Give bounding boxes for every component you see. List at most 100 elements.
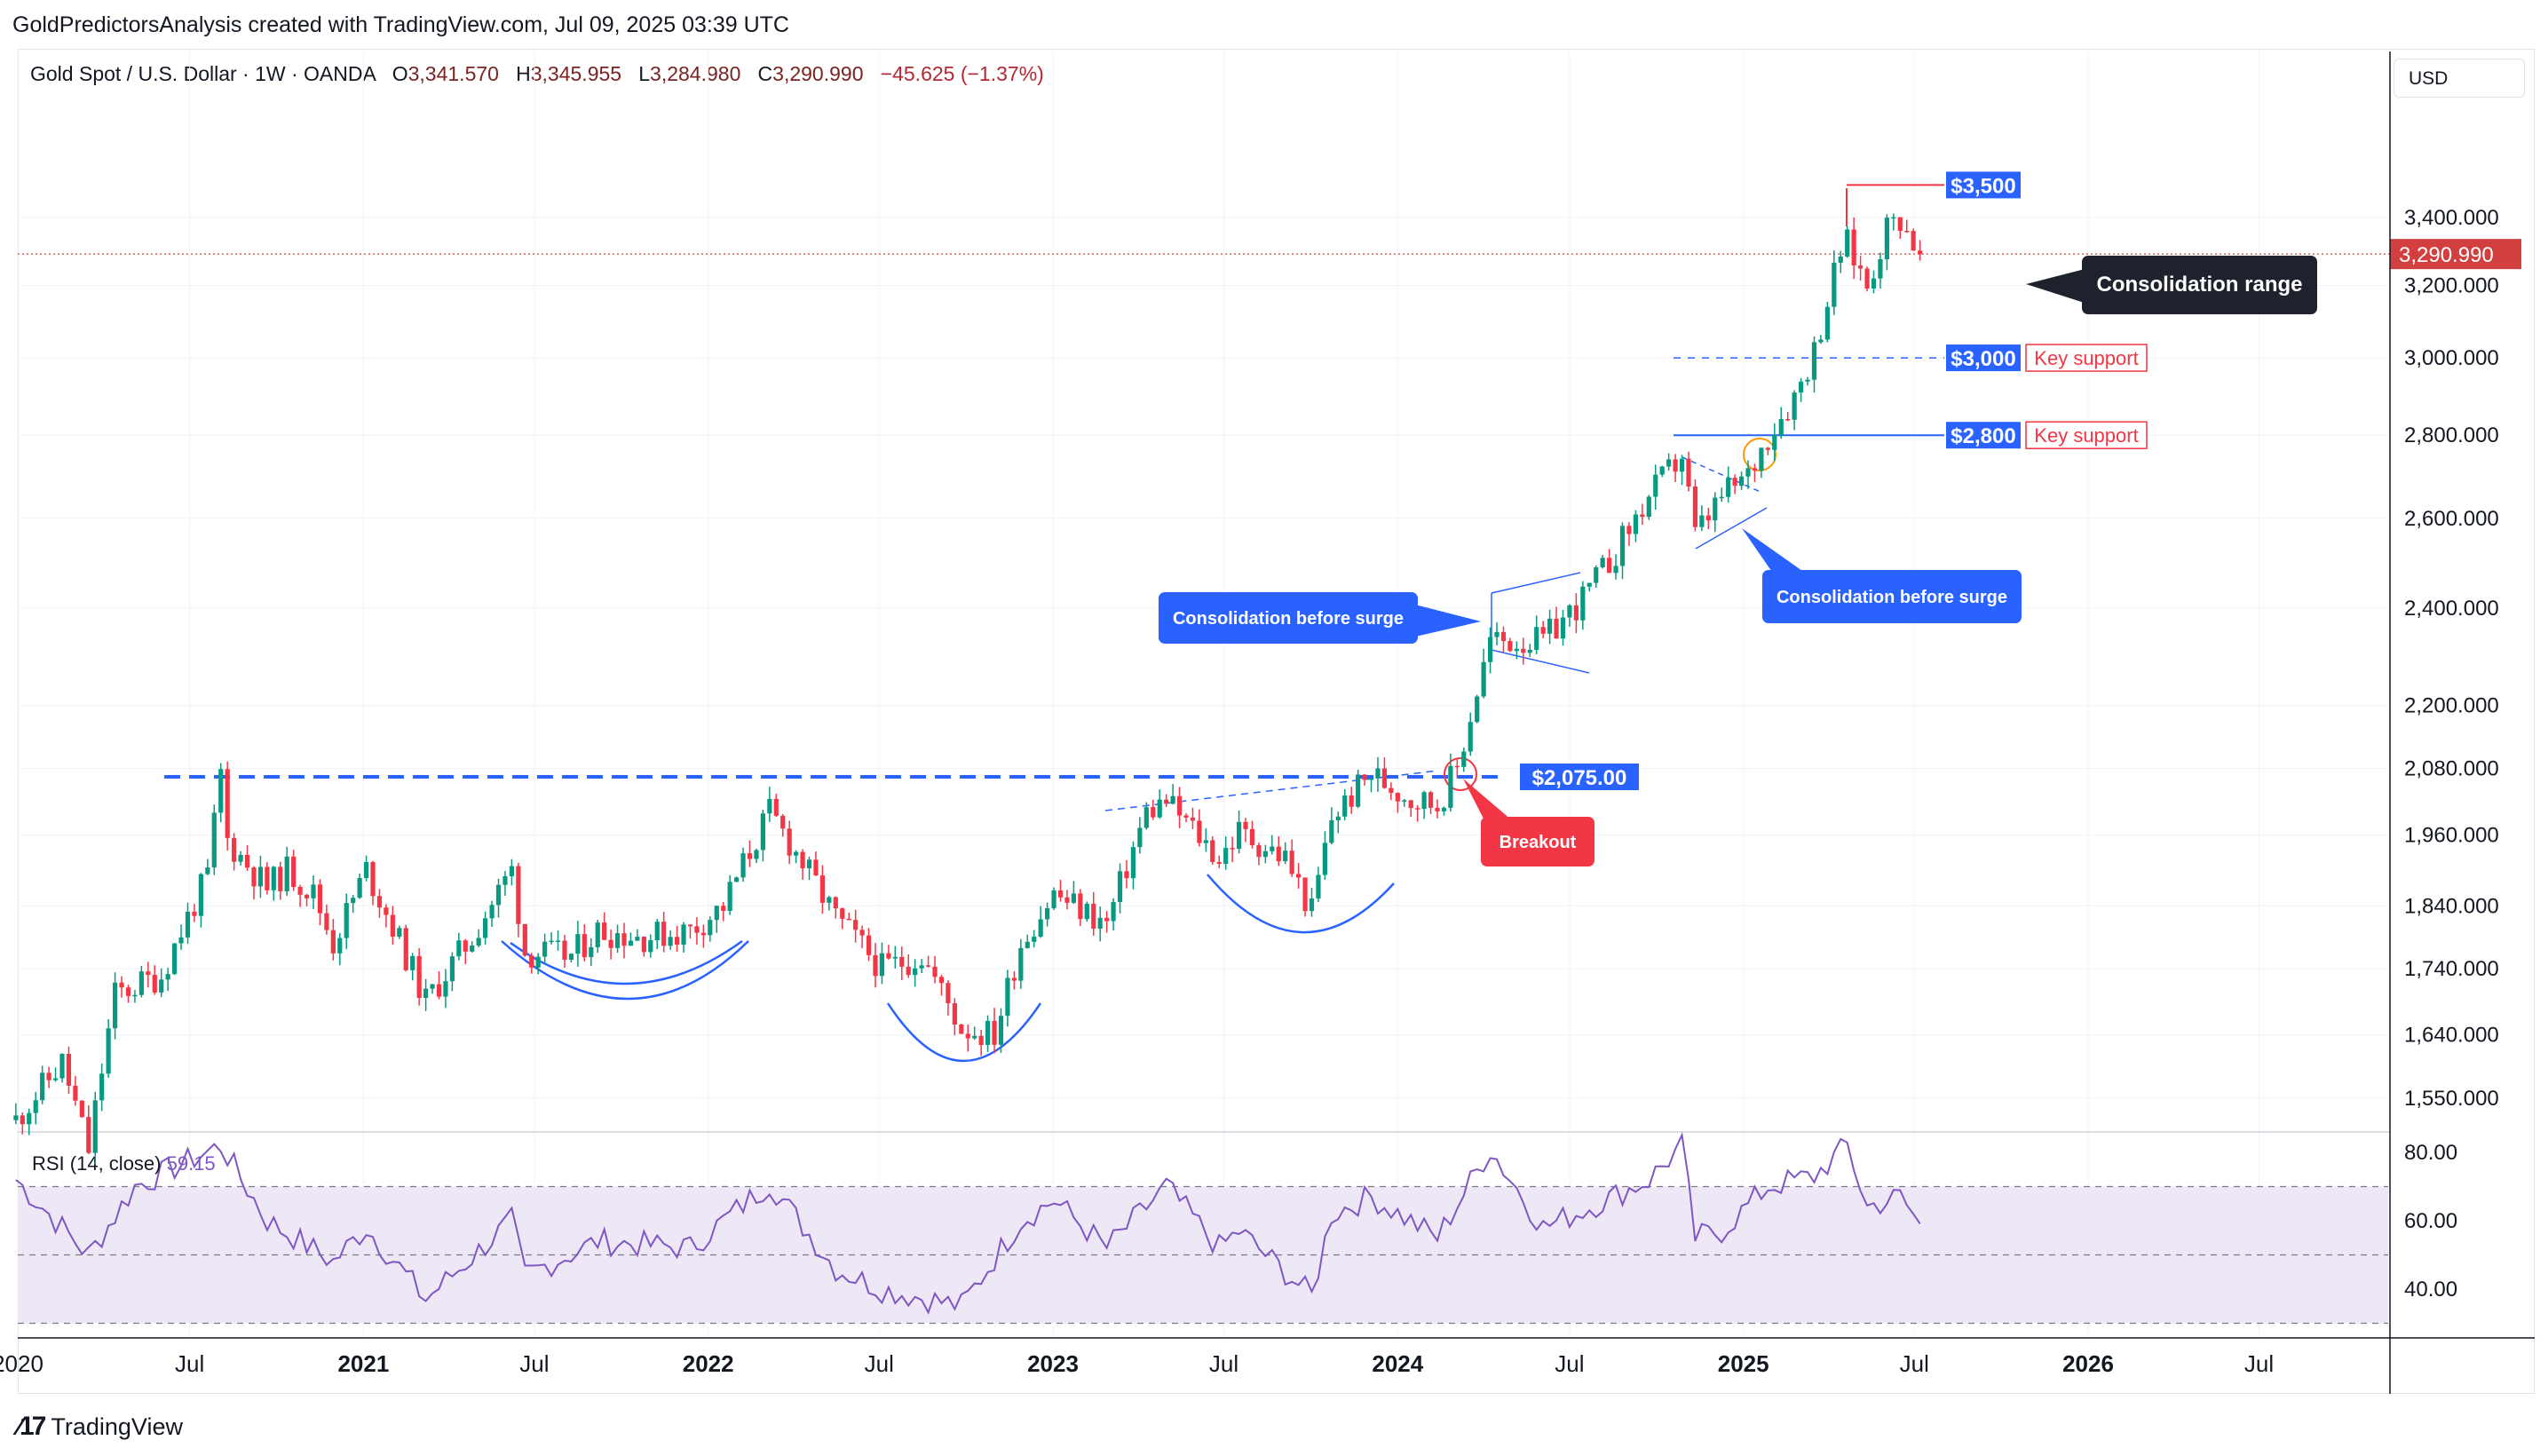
candle [773,794,779,818]
candle [357,873,362,899]
candle [827,895,832,911]
candle [1713,492,1718,533]
candle-body [932,966,938,977]
candle-body [1210,840,1215,862]
candle-body [376,896,383,908]
candle [1580,581,1586,630]
candle-body [502,875,508,885]
candle-body [806,859,812,869]
change-value: −45.625 (−1.37%) [880,62,1044,85]
candle [178,924,184,950]
candle-body [1726,478,1731,497]
candle [1851,217,1856,280]
candle-body [205,867,210,874]
time-tick-label: Jul [1555,1350,1584,1377]
candle [1223,836,1229,870]
price-tick-label: 2,200.000 [2404,694,2499,718]
drawing-shapes [501,438,1776,1063]
candle [138,965,144,998]
rsi-value: 59.15 [167,1152,216,1175]
candle [1600,554,1605,569]
candle [384,904,389,928]
candle [740,847,746,882]
candle [1626,522,1632,546]
key-support-box [2025,421,2148,449]
candle [1726,466,1731,503]
pennant-upper-line [1682,456,1763,494]
candle-body [304,894,310,898]
candle-body [978,1035,984,1045]
candle-body [1137,827,1143,848]
tradingview-logo[interactable]: ⁄17 TradingView [18,1412,183,1442]
candle-body [257,866,264,887]
key-support-box [2025,344,2148,372]
candle-body [476,938,481,946]
candle-body [614,933,621,948]
candle-body [853,920,859,930]
price-tick-label: 2,600.000 [2404,507,2499,531]
candle-body [972,1035,977,1039]
candle-body [946,983,951,1003]
candle [99,1063,105,1112]
candle [436,971,442,1000]
candle [251,866,257,900]
candle [1316,866,1321,903]
candle-body [1117,871,1123,903]
candle [330,919,336,961]
candle-body [1594,566,1599,583]
candle-body [463,940,468,952]
candle-body [33,1100,38,1113]
candle [1719,487,1724,502]
candle [351,894,356,914]
candle [1216,855,1222,868]
candle [1143,802,1149,830]
candle-body [1699,515,1705,527]
candle-body [152,975,157,993]
consolidation-before-surge-callout-2: Consolidation before surge [1742,528,2022,623]
candle [694,917,700,946]
currency-button[interactable]: USD [2394,59,2525,98]
candle [1613,554,1618,580]
time-tick-label: 2022 [683,1350,734,1377]
consolidation-before-surge-callout-1: Consolidation before surge [1159,592,1481,644]
candle [1322,831,1327,880]
candle [542,933,548,965]
candle-body [654,922,660,941]
candle-body [1389,787,1394,794]
candle [859,925,865,949]
candle-body [1673,459,1678,472]
candle-body [1071,893,1077,903]
candle [787,820,792,865]
candle-body [324,913,329,930]
candle [106,1019,111,1078]
candle-body [430,984,435,989]
candle-body [529,955,534,968]
candle [304,893,310,906]
candle [549,932,554,945]
candle [1342,789,1348,820]
candle [317,879,323,926]
candle-body [146,971,151,976]
candle-body [1230,848,1235,850]
candle [430,984,435,994]
candle [1203,827,1208,852]
candle [1091,891,1096,936]
candle-body [1792,392,1797,420]
candle-body [794,851,799,856]
candle [449,952,455,992]
candle [1421,790,1427,819]
candle-body [1653,474,1658,497]
candle [886,945,891,960]
candle [483,911,488,946]
candle-body [522,923,527,956]
rsi-tick-label: 40.00 [2404,1278,2457,1302]
candle [1818,335,1824,344]
time-tick-label: 2024 [1372,1350,1423,1377]
candle [1183,813,1189,822]
candle-body [767,798,772,814]
price-tick-label: 3,400.000 [2404,206,2499,230]
candle-body [535,956,541,968]
candle [1256,842,1262,866]
candle [403,924,408,972]
